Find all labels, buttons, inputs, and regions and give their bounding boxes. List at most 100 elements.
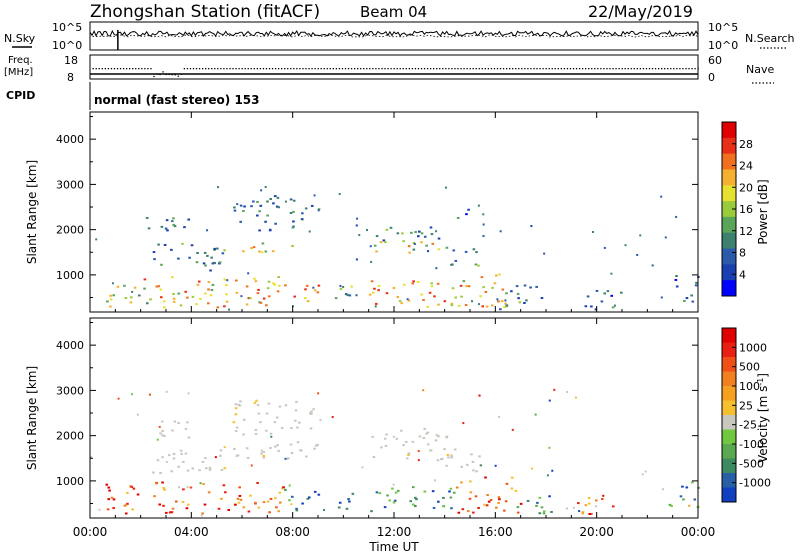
nave-point [180,73,182,75]
velocity-cell [126,491,129,494]
power-cell [313,289,317,292]
nave-point [557,68,559,70]
velocity-cell [179,449,183,452]
power-cell [586,295,590,298]
velocity-scatter [90,388,700,517]
velocity-cell [275,506,278,509]
xtick-label: 20:00 [579,525,614,539]
power-cell [529,286,532,289]
velocity-cell [238,494,242,497]
velocity-cell [489,498,493,501]
power-cell [202,262,206,265]
nave-point [317,68,319,70]
velocity-cell [273,445,277,448]
velocity-y-axis: 4000 3000 2000 1000 [56,322,698,505]
date-label: 22/May/2019 [588,2,693,21]
nsky-tick-bottom: 10^0 [52,39,82,52]
velocity-cell [295,400,298,403]
nave-point [472,68,474,70]
power-cell [385,228,389,231]
power-cell [209,294,213,297]
velocity-cell [426,443,430,446]
velocity-cell [375,491,379,494]
nave-point [141,68,143,70]
power-cell [464,304,468,307]
power-cell [675,275,678,278]
velocity-cell [152,471,155,474]
nave-point [271,68,274,70]
velocity-cell [273,497,277,500]
power-cell [474,263,478,266]
power-cell [636,253,639,256]
power-cell [155,285,159,288]
velocity-cell [191,467,195,470]
nave-point [311,68,313,70]
nave-point [618,68,620,70]
nave-point [527,68,529,70]
velocity-cell [299,449,303,452]
power-cell [414,230,417,233]
nave-point [147,68,149,70]
power-cell [471,300,474,303]
velocity-cell [239,400,242,403]
nave-point [305,68,307,70]
nave-point [591,68,593,70]
power-cell [374,302,378,305]
power-cell [301,212,304,215]
velocity-cell [394,491,398,494]
power-cell [450,302,454,305]
power-cell [172,300,176,303]
power-cell [172,217,175,220]
power-cell [491,304,494,307]
velocity-cell [511,428,514,431]
velocity-cell [337,506,341,509]
power-cell [188,256,191,259]
velocity-cell [286,457,290,460]
power-cell [160,263,163,266]
power-cell [221,252,225,255]
power-colorbar-tick-label: 20 [739,181,753,194]
power-cell [590,305,593,308]
velocity-cell [453,448,457,451]
power-cell [292,220,295,223]
nave-point [420,68,423,70]
nave-point [153,75,155,78]
velocity-cell [107,498,111,501]
velocity-cell [331,415,334,418]
velocity-cell [275,416,279,419]
velocity-cell [108,489,111,492]
power-cell [396,296,400,299]
velocity-cell [432,506,436,509]
nave-point [168,73,170,76]
power-cell [213,248,216,251]
power-cell [379,241,383,244]
nave-point [463,68,465,70]
velocity-cell [581,512,585,515]
velocity-cell [187,392,190,395]
velocity-cell [485,504,489,507]
power-ytick-label: 3000 [56,178,84,191]
velocity-cell [159,471,162,474]
power-cell [225,284,228,287]
velocity-cell [161,434,164,437]
velocity-cell [422,436,426,439]
nave-point [296,68,298,70]
power-cell [369,245,372,248]
velocity-cell [422,389,425,392]
power-colorbar-tick-label: 8 [739,247,746,260]
power-cell [225,300,229,303]
velocity-cell [542,512,546,515]
power-cell [398,300,402,303]
nave-point [405,68,407,70]
power-cell [355,224,358,227]
nave-point [600,68,602,70]
power-cell [157,243,160,246]
nave-point [499,68,502,70]
velocity-cell [383,437,387,440]
velocity-cell [566,390,569,393]
velocity-colorbar-frame [721,327,737,503]
power-cell [452,249,456,252]
power-cell [437,303,440,306]
nave-point [101,68,103,70]
velocity-cell [126,502,129,505]
